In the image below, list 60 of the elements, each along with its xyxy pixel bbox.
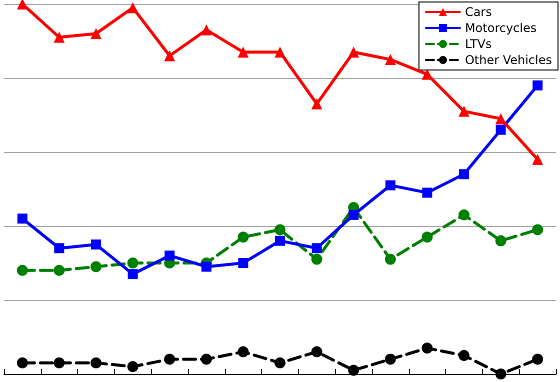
point (532, 354, 544, 365)
point (90, 261, 102, 272)
point (16, 357, 28, 368)
point (54, 32, 65, 43)
point (384, 354, 396, 365)
point (54, 264, 65, 276)
point (311, 254, 322, 265)
point (496, 124, 506, 135)
point (532, 224, 544, 236)
point (311, 98, 322, 110)
point (16, 264, 28, 276)
point (495, 235, 506, 246)
point (348, 46, 360, 58)
point (238, 346, 249, 358)
point (312, 243, 322, 254)
point (532, 154, 544, 165)
point (458, 209, 470, 220)
point (422, 232, 433, 243)
point (384, 254, 396, 265)
point (17, 214, 28, 224)
point (311, 346, 322, 358)
legend-label: LTVs (464, 37, 492, 51)
point (495, 368, 506, 380)
point (164, 354, 176, 365)
point (127, 258, 138, 268)
point (54, 357, 65, 368)
point (127, 361, 138, 372)
point (348, 364, 360, 376)
point (238, 232, 249, 243)
point (274, 224, 286, 236)
point (164, 50, 176, 62)
point (127, 2, 138, 14)
legend-label: Motorcycles (464, 21, 537, 35)
point (532, 80, 543, 90)
point (274, 357, 286, 368)
point (458, 350, 470, 361)
point (385, 180, 396, 190)
point (238, 258, 248, 268)
point (275, 236, 285, 246)
legend-label: Cars (464, 5, 492, 19)
point (459, 169, 469, 180)
point (200, 354, 212, 365)
point (422, 188, 432, 198)
point (16, 0, 28, 10)
point (164, 250, 175, 261)
point (91, 240, 101, 250)
legend-label: Other Vehicles (464, 53, 552, 67)
point (128, 269, 138, 280)
point (201, 262, 212, 272)
point (384, 54, 396, 65)
point (90, 28, 102, 40)
point (274, 46, 286, 58)
point (54, 243, 64, 254)
point (458, 106, 470, 117)
point (200, 24, 212, 36)
point (422, 342, 433, 354)
point (238, 46, 249, 58)
point (348, 210, 359, 220)
point (495, 113, 506, 124)
point (90, 357, 102, 368)
